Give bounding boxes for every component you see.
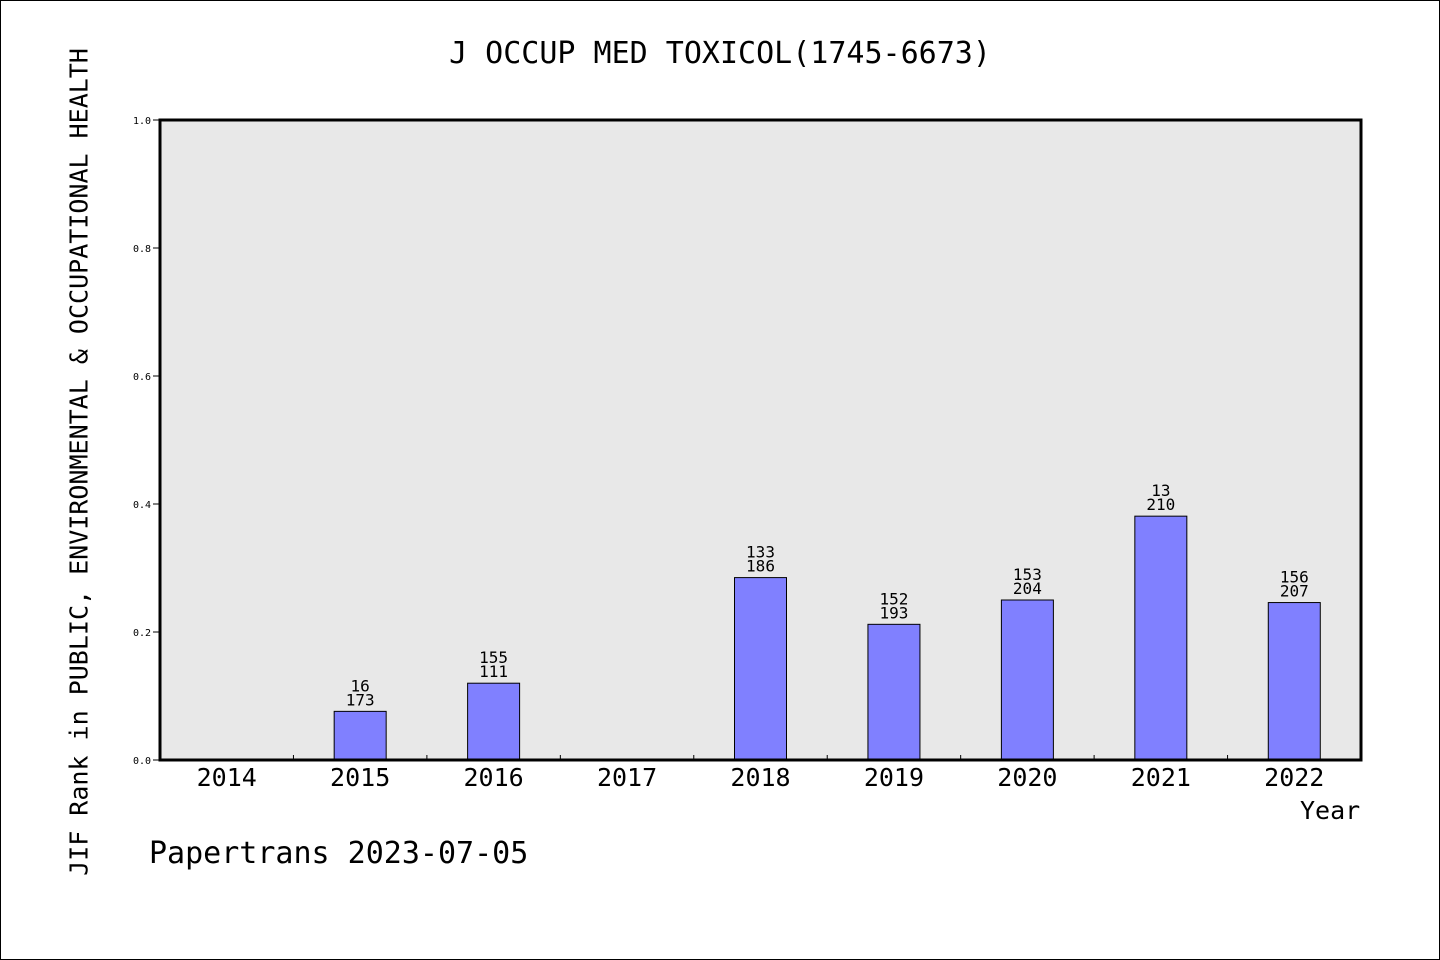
footer-credit: Papertrans 2023-07-05 <box>149 836 529 871</box>
bar-label-bottom: 210 <box>1146 495 1175 514</box>
y-tick-label: 0.6 <box>133 372 151 383</box>
x-tick-label: 2015 <box>330 763 390 792</box>
bar-label-bottom: 111 <box>479 662 508 681</box>
y-tick-label: 0.4 <box>133 500 151 511</box>
bar-label-bottom: 173 <box>346 690 375 709</box>
y-tick-label: 1.0 <box>133 116 151 127</box>
x-tick-label: 2016 <box>464 763 524 792</box>
bar-label-bottom: 204 <box>1013 579 1042 598</box>
bar-2021 <box>1134 515 1188 761</box>
y-tick-label: 0.2 <box>133 628 151 639</box>
plot-border <box>158 118 1363 762</box>
bar-2020 <box>1000 599 1054 761</box>
bar-label-bottom: 186 <box>746 557 775 576</box>
y-tick-label: 0.0 <box>133 756 151 767</box>
bar-label-top: 16 <box>351 676 370 695</box>
bar-label-bottom: 193 <box>879 603 908 622</box>
bar-label-bottom: 207 <box>1280 582 1309 601</box>
x-tick-label: 2018 <box>730 763 790 792</box>
bar-label-top: 153 <box>1013 565 1042 584</box>
x-tick-label: 2014 <box>197 763 257 792</box>
x-tick-label: 2017 <box>597 763 657 792</box>
bar-2022 <box>1267 602 1321 761</box>
bar-label-top: 152 <box>879 589 908 608</box>
x-tick-label: 2020 <box>997 763 1057 792</box>
x-tick-label: 2021 <box>1131 763 1191 792</box>
bar-label-top: 156 <box>1280 568 1309 587</box>
x-tick-label: 2022 <box>1264 763 1324 792</box>
bar-label-top: 133 <box>746 543 775 562</box>
bar-label-top: 155 <box>479 648 508 667</box>
bar-2016 <box>467 682 521 761</box>
bar-2015 <box>333 710 387 761</box>
x-axis-label: Year <box>1300 796 1361 825</box>
y-tick-label: 0.8 <box>133 244 151 255</box>
x-tick-label: 2019 <box>864 763 924 792</box>
bar-2018 <box>734 577 787 761</box>
bar-label-top: 13 <box>1151 481 1170 500</box>
chart-title: J OCCUP MED TOXICOL(1745-6673) <box>449 36 991 71</box>
bar-2019 <box>867 623 921 761</box>
